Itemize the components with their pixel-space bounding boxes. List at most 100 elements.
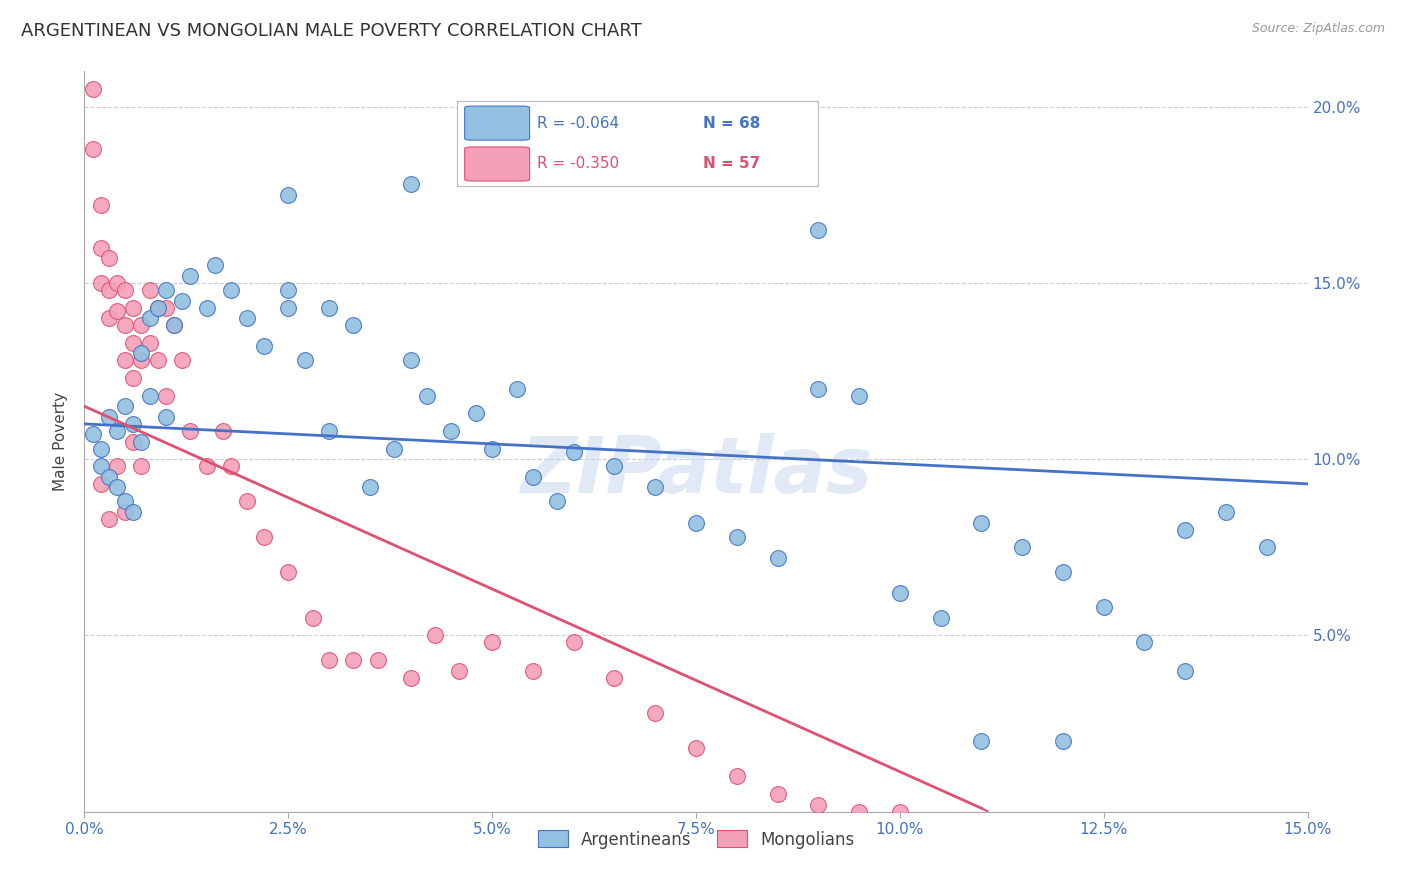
Point (970, 734, 993, 748)
Point (562, 445, 585, 459)
Point (318, 653, 340, 667)
Point (725, 769, 748, 783)
Point (848, 805, 870, 819)
Point (131, 459, 153, 474)
Point (929, 611, 952, 625)
Point (114, 505, 136, 519)
Point (546, 494, 568, 508)
Point (122, 335, 145, 350)
Point (481, 442, 503, 456)
Point (131, 346, 153, 360)
Point (122, 301, 145, 315)
Point (138, 389, 160, 403)
Point (146, 301, 169, 315)
Point (97, 512, 120, 526)
Point (399, 353, 422, 368)
Point (105, 424, 128, 438)
Point (90, 241, 112, 255)
Point (253, 530, 276, 544)
Point (318, 424, 340, 438)
Point (1052, 565, 1074, 579)
Point (122, 371, 145, 385)
Point (97, 470, 120, 484)
Point (399, 177, 422, 191)
Point (204, 258, 226, 272)
Point (277, 301, 299, 315)
Text: ZIPatlas: ZIPatlas (520, 434, 872, 509)
Point (848, 389, 870, 403)
Point (236, 494, 259, 508)
Point (1256, 541, 1278, 555)
Point (522, 470, 544, 484)
Point (114, 494, 136, 508)
Point (82, 142, 104, 156)
Point (766, 787, 789, 801)
Point (318, 301, 340, 315)
Point (277, 565, 299, 579)
Point (685, 160, 707, 174)
Point (172, 353, 194, 368)
Point (155, 301, 177, 315)
Point (253, 339, 276, 353)
Point (195, 301, 218, 315)
Point (889, 586, 911, 600)
Point (301, 611, 323, 625)
Point (131, 318, 153, 333)
Point (179, 424, 201, 438)
Point (807, 797, 830, 812)
Point (562, 635, 585, 649)
Point (105, 480, 128, 494)
Point (114, 399, 136, 413)
Point (416, 389, 439, 403)
Point (889, 805, 911, 819)
Point (114, 353, 136, 368)
Point (766, 550, 789, 565)
Point (1011, 541, 1033, 555)
Point (146, 353, 169, 368)
Point (644, 706, 666, 720)
Point (212, 424, 235, 438)
Point (90, 476, 112, 491)
Point (603, 671, 626, 685)
Point (1092, 600, 1115, 615)
Point (1215, 505, 1237, 519)
Point (122, 505, 145, 519)
Point (82, 427, 104, 442)
Point (359, 480, 381, 494)
Point (399, 671, 422, 685)
Point (155, 283, 177, 297)
Point (1133, 635, 1156, 649)
Point (131, 353, 153, 368)
Point (97, 283, 120, 297)
Point (277, 283, 299, 297)
Point (163, 318, 186, 333)
Point (481, 635, 503, 649)
Point (90, 198, 112, 212)
Point (342, 318, 364, 333)
Point (90, 459, 112, 474)
Point (382, 442, 405, 456)
Point (236, 311, 259, 326)
Y-axis label: Male Poverty: Male Poverty (53, 392, 69, 491)
Point (172, 293, 194, 308)
Point (807, 223, 830, 237)
Point (1174, 664, 1197, 678)
Point (423, 628, 446, 642)
Point (219, 283, 242, 297)
Point (97, 409, 120, 424)
Point (685, 741, 707, 756)
Point (367, 653, 389, 667)
Point (138, 283, 160, 297)
Point (90, 442, 112, 456)
Point (505, 382, 527, 396)
Point (1174, 523, 1197, 537)
Point (294, 353, 316, 368)
Point (138, 311, 160, 326)
Point (155, 409, 177, 424)
Point (97, 311, 120, 326)
Point (105, 459, 128, 474)
Text: Source: ZipAtlas.com: Source: ZipAtlas.com (1251, 22, 1385, 36)
Point (522, 163, 544, 178)
Point (155, 389, 177, 403)
Legend: Argentineans, Mongolians: Argentineans, Mongolians (531, 823, 860, 855)
